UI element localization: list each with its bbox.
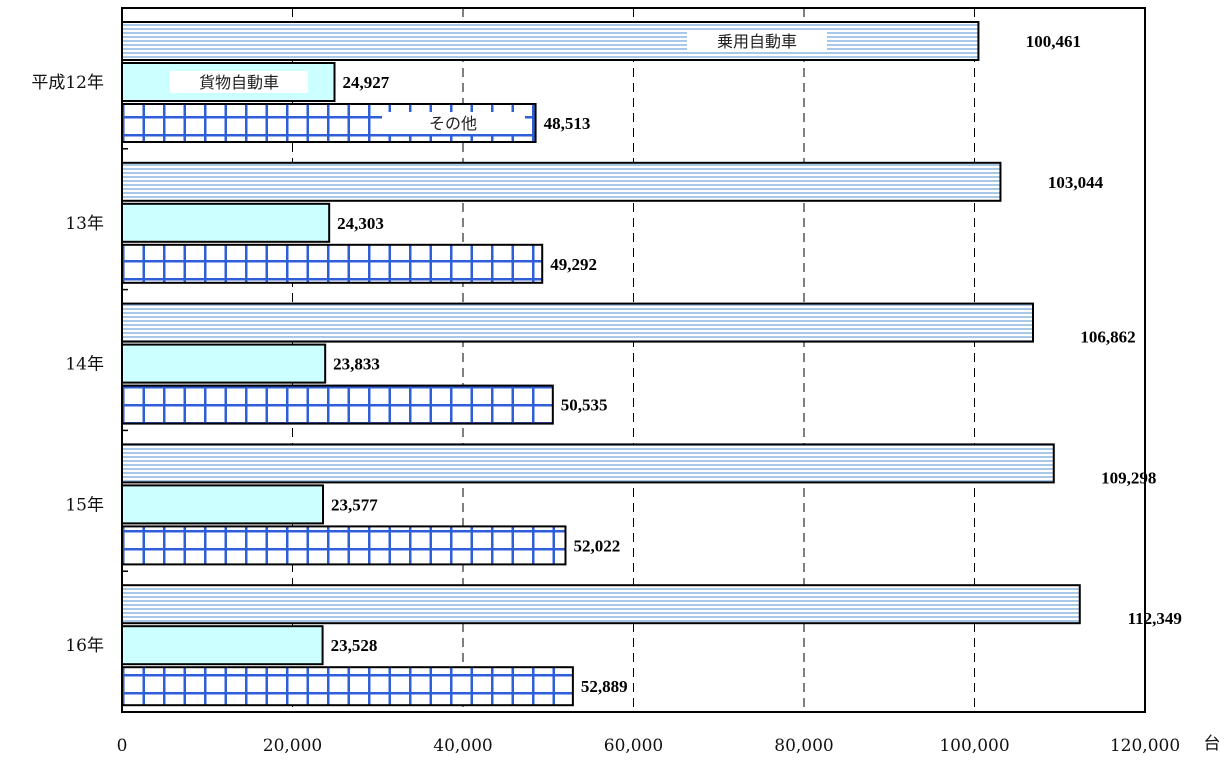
x-tick-label: 40,000: [433, 736, 492, 756]
value-label: 109,298: [1101, 468, 1156, 487]
legend-label: その他: [429, 114, 477, 133]
value-label: 50,535: [561, 396, 608, 415]
x-tick-label: 120,000: [1110, 736, 1180, 756]
x-tick-label: 0: [117, 736, 128, 756]
bar-0-3: [122, 444, 1054, 482]
category-label: 平成12年: [31, 73, 104, 93]
bar-0-4: [122, 585, 1080, 623]
x-tick-label: 60,000: [604, 736, 663, 756]
x-tick-label: 100,000: [939, 736, 1009, 756]
value-label: 112,349: [1128, 609, 1182, 628]
legend-label: 乗用自動車: [717, 32, 797, 51]
value-label: 48,513: [544, 114, 591, 133]
bar-1-2: [122, 345, 325, 383]
category-label: 14年: [65, 355, 104, 375]
value-label: 23,528: [331, 636, 378, 655]
value-label: 24,303: [337, 214, 384, 233]
value-label: 23,577: [331, 495, 378, 514]
value-label: 24,927: [343, 73, 390, 92]
bar-1-1: [122, 204, 329, 242]
bar-0-0: [122, 22, 978, 60]
category-label: 13年: [65, 214, 104, 234]
bar-2-4: [122, 667, 573, 705]
category-label: 15年: [65, 495, 104, 515]
x-axis-unit: 台: [1204, 734, 1221, 754]
value-label: 106,862: [1080, 328, 1135, 347]
value-label: 103,044: [1048, 173, 1104, 192]
bar-2-2: [122, 386, 553, 424]
category-label: 16年: [65, 636, 104, 656]
bar-2-1: [122, 245, 542, 283]
x-tick-label: 20,000: [263, 736, 322, 756]
value-label: 52,889: [581, 677, 628, 696]
bar-0-1: [122, 163, 1000, 201]
bar-1-3: [122, 485, 323, 523]
bar-2-3: [122, 526, 565, 564]
bar-0-2: [122, 304, 1033, 342]
value-label: 100,461: [1026, 32, 1081, 51]
value-label: 49,292: [550, 255, 597, 274]
x-tick-label: 80,000: [774, 736, 833, 756]
bar-1-4: [122, 626, 323, 664]
legend-label: 貨物自動車: [199, 73, 279, 92]
value-label: 52,022: [573, 536, 620, 555]
value-label: 23,833: [333, 355, 380, 374]
